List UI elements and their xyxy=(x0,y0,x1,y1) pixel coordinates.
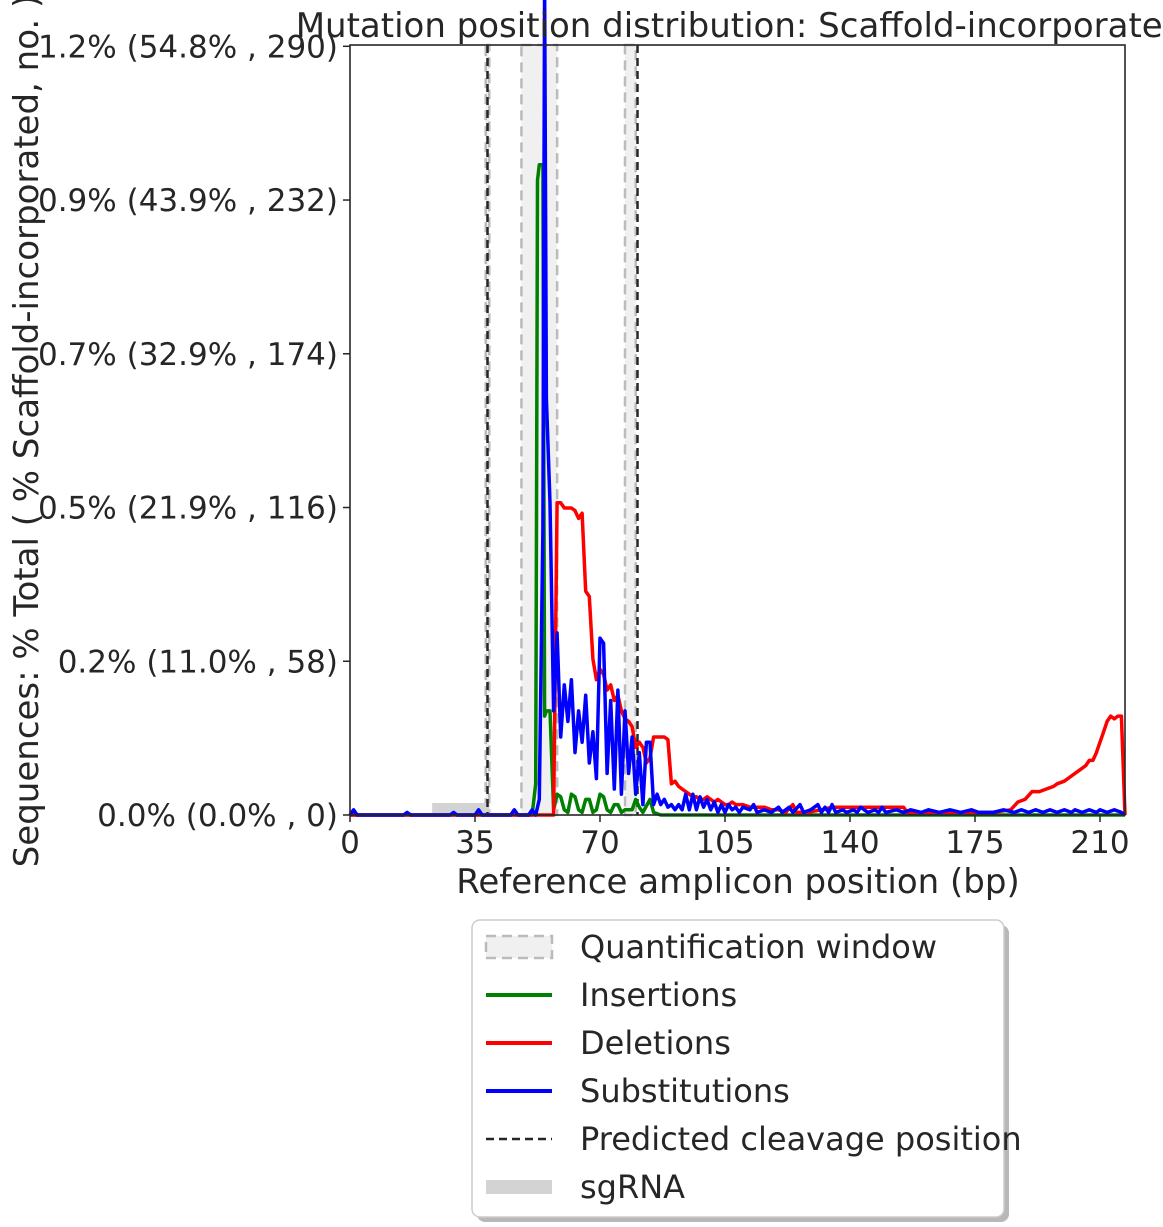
y-tick-label: 1.2% (54.8% , 290) xyxy=(38,29,338,65)
legend-handle-window xyxy=(484,934,554,960)
y-tick-label: 0.2% (11.0% , 58) xyxy=(58,644,338,680)
insertions-line xyxy=(350,162,1125,817)
x-axis-label: Reference amplicon position (bp) xyxy=(456,862,1019,902)
deletions-line xyxy=(350,501,1127,817)
x-tick-label: 105 xyxy=(695,825,754,861)
cleavage-lines xyxy=(486,45,639,815)
legend-label-insertions: Insertions xyxy=(580,976,737,1014)
plot-frame xyxy=(349,44,1126,816)
x-tick-label: 140 xyxy=(820,825,879,861)
y-tick-label: 0.7% (32.9% , 174) xyxy=(38,337,338,373)
legend-handle-sgrna xyxy=(486,1180,552,1194)
x-tick-label: 35 xyxy=(455,825,494,861)
chart-title: Mutation position distribution: Scaffold… xyxy=(296,6,1163,46)
legend-label-sgrna: sgRNA xyxy=(580,1168,685,1206)
plot-area xyxy=(348,0,1127,817)
sgrna-bar xyxy=(432,803,490,813)
x-tick-label: 175 xyxy=(945,825,1004,861)
legend-label-cleavage: Predicted cleavage position xyxy=(580,1120,1022,1158)
x-tick-label: 0 xyxy=(340,825,360,861)
quantification-window xyxy=(623,43,637,817)
x-tick-label: 70 xyxy=(580,825,619,861)
legend-label-substitutions: Substitutions xyxy=(580,1072,790,1110)
legend-label-deletions: Deletions xyxy=(580,1024,731,1062)
legend: Quantification window Insertions Deletions… xyxy=(471,919,1022,1222)
y-axis: 0.0% (0.0% , 0) 0.2% (11.0% , 58) 0.5% (21… xyxy=(38,29,350,834)
y-tick-label: 0.0% (0.0% , 0) xyxy=(97,798,338,834)
y-tick-label: 0.9% (43.9% , 232) xyxy=(38,183,338,219)
sgrna-bars xyxy=(432,803,490,813)
x-axis: 0 35 70 105 140 175 210 xyxy=(340,815,1130,861)
series-lines xyxy=(348,0,1127,817)
legend-frame xyxy=(471,919,1005,1218)
substitutions-line xyxy=(348,0,1127,817)
x-tick-label: 210 xyxy=(1070,825,1129,861)
y-tick-label: 0.5% (21.9% , 116) xyxy=(38,491,338,527)
legend-label-window: Quantification window xyxy=(580,928,937,966)
legend-items: Quantification window Insertions Deletions… xyxy=(484,928,1022,1206)
y-axis-label: Sequences: % Total ( % Scaffold-incorpor… xyxy=(7,0,47,867)
